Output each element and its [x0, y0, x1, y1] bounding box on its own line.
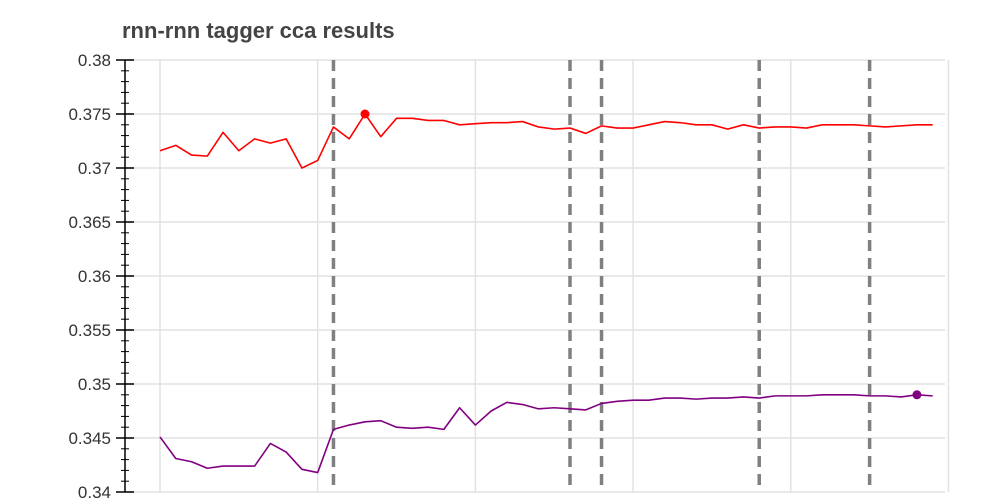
y-tick-label: 0.36	[78, 267, 111, 286]
y-tick-label: 0.345	[68, 429, 111, 448]
series-best-point-1	[360, 109, 370, 119]
grid-layer	[125, 59, 950, 493]
chart-title: rnn-rnn tagger cca results	[122, 18, 395, 43]
y-axis: 0.34 0.345 0.35 0.355 0.36 0.365 0.37 0.375 0.38	[68, 51, 134, 500]
series-best-point-2	[912, 390, 922, 400]
y-tick-label: 0.35	[78, 375, 111, 394]
y-tick-label: 0.34	[78, 483, 111, 500]
y-tick-label: 0.37	[78, 159, 111, 178]
series-line-2	[159, 393, 933, 474]
y-tick-label: 0.375	[68, 105, 111, 124]
series-line-1	[159, 113, 933, 169]
series-layer	[159, 109, 933, 474]
dashed-marker-layer	[331, 60, 872, 492]
y-tick-label: 0.365	[68, 213, 111, 232]
y-tick-label: 0.38	[78, 51, 111, 70]
y-tick-label: 0.355	[68, 321, 111, 340]
